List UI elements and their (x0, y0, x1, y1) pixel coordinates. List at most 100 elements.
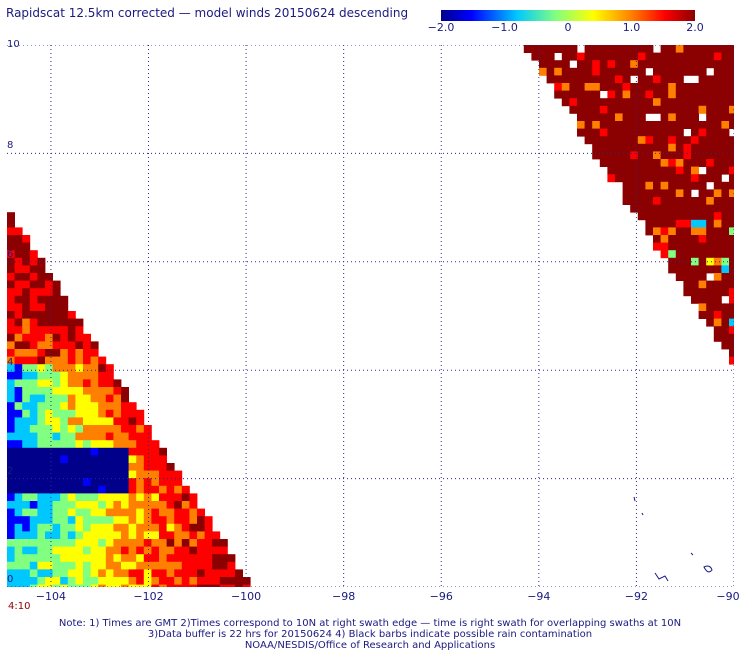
wind-cell (721, 318, 730, 327)
wind-cell (607, 174, 616, 183)
wind-cell (37, 273, 46, 281)
wind-cell (584, 90, 593, 99)
wind-cell (45, 470, 53, 479)
wind-cell (151, 561, 160, 570)
wind-cell (113, 455, 122, 464)
wind-cell (90, 440, 99, 449)
wind-cell (683, 219, 692, 228)
wind-cell (584, 52, 593, 61)
wind-cell (698, 128, 707, 137)
wind-cell (52, 288, 61, 297)
wind-cell (22, 516, 31, 525)
wind-cell (174, 485, 183, 494)
wind-cell (7, 493, 15, 502)
wind-cell (151, 554, 160, 563)
wind-cell (645, 159, 654, 167)
wind-cell (60, 417, 69, 426)
wind-cell (675, 181, 684, 190)
wind-cell (98, 364, 107, 373)
wind-cell (683, 212, 692, 221)
wind-cell (90, 546, 99, 555)
wind-cell (197, 561, 205, 570)
wind-cell (706, 280, 715, 289)
wind-cell (22, 569, 31, 578)
wind-cell (75, 387, 84, 395)
wind-cell (721, 341, 730, 350)
wind-cell (174, 584, 183, 587)
wind-cell (143, 425, 152, 433)
wind-cell (83, 409, 91, 418)
wind-cell (599, 52, 608, 61)
wind-cell (67, 508, 76, 517)
wind-cell (675, 75, 684, 84)
wind-cell (136, 546, 145, 555)
wind-cell (37, 554, 46, 563)
wind-cell (60, 379, 69, 388)
wind-cell (37, 288, 46, 297)
wind-cell (204, 554, 213, 563)
wind-cell (721, 273, 730, 281)
wind-cell (143, 478, 152, 487)
wind-cell (539, 45, 547, 53)
wind-cell (706, 318, 715, 327)
wind-cell (22, 432, 31, 441)
wind-cell (561, 45, 570, 53)
wind-cell (698, 181, 707, 190)
wind-cell (577, 83, 585, 91)
wind-cell (653, 52, 661, 61)
wind-cell (713, 90, 722, 99)
wind-cell (706, 98, 715, 107)
wind-cell (660, 67, 669, 76)
wind-cell (75, 417, 84, 426)
wind-cell (181, 584, 190, 587)
wind-cell (45, 295, 53, 304)
wind-cell (121, 523, 129, 532)
wind-cell (151, 478, 160, 487)
wind-cell (675, 212, 684, 221)
wind-cell (668, 212, 677, 221)
wind-cell (67, 318, 76, 327)
wind-cell (29, 364, 38, 373)
colorbar-tick-label: 1.0 (622, 21, 641, 34)
wind-cell (691, 181, 699, 190)
wind-cell (599, 45, 608, 53)
wind-cell (675, 227, 684, 236)
wind-cell (29, 394, 38, 403)
wind-cell (22, 250, 31, 259)
wind-cell (128, 546, 137, 555)
wind-cell (197, 584, 205, 587)
wind-cell (660, 212, 669, 221)
wind-cell (52, 577, 61, 585)
wind-cell (29, 470, 38, 479)
wind-cell (713, 45, 722, 53)
wind-cell (691, 105, 699, 114)
wind-cell (60, 531, 69, 540)
wind-cell (615, 52, 623, 61)
wind-cell (113, 463, 122, 471)
wind-cell (22, 333, 31, 342)
wind-cell (691, 280, 699, 289)
wind-cell (143, 516, 152, 525)
wind-cell (67, 379, 76, 388)
wind-cell (67, 569, 76, 578)
wind-cell (197, 569, 205, 578)
wind-cell (45, 280, 53, 289)
wind-cell (60, 493, 69, 502)
wind-cell (637, 174, 646, 183)
wind-cell (660, 219, 669, 228)
wind-cell (181, 577, 190, 585)
wind-cell (151, 531, 160, 540)
wind-cell (653, 197, 661, 205)
wind-cell (128, 463, 137, 471)
wind-cell (29, 318, 38, 327)
wind-cell (668, 67, 677, 76)
wind-cell (622, 121, 631, 129)
wind-cell (45, 356, 53, 365)
wind-cell (653, 189, 661, 198)
wind-cell (683, 227, 692, 236)
wind-cell (698, 83, 707, 91)
wind-cell (706, 303, 715, 312)
wind-cell (29, 501, 38, 509)
wind-cell (60, 318, 69, 327)
wind-cell (660, 235, 669, 243)
